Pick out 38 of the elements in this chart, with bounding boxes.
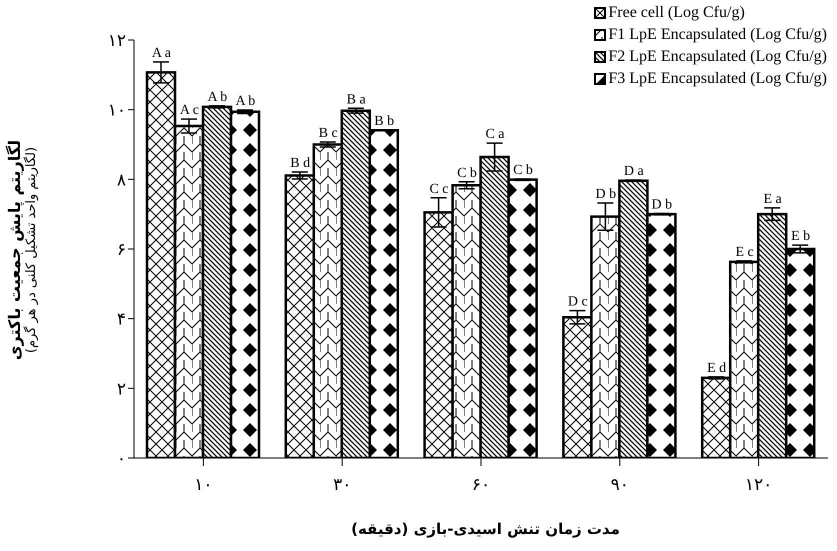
- data-label: D c: [568, 294, 588, 310]
- data-label: B a: [346, 92, 367, 108]
- data-label: A a: [152, 46, 172, 61]
- x-tick-label: ۳۰: [333, 475, 352, 496]
- data-label: E d: [707, 360, 726, 376]
- data-label: D a: [624, 164, 644, 180]
- x-tick-label: ۹۰: [610, 475, 629, 496]
- y-axis-title: لگاریتم پایش جمعیت باکتری (لگاریتم واحد تشکیل کلنی در هر گرم): [5, 140, 39, 360]
- y-tick-label: ۱۰: [108, 100, 126, 121]
- y-tick-label: ۲: [116, 379, 126, 400]
- data-label: A b: [207, 90, 228, 105]
- data-label: A c: [180, 103, 199, 118]
- data-label: B d: [290, 156, 310, 172]
- y-tick-label: ۴: [116, 310, 126, 330]
- data-label: E a: [763, 192, 783, 207]
- legend-label: Free cell (Log Cfu/g): [608, 3, 745, 23]
- data-label: C a: [485, 127, 506, 142]
- y-tick-label: ۸: [116, 170, 126, 190]
- data-label: D b: [595, 187, 616, 202]
- data-label: D b: [651, 197, 672, 212]
- data-label: B c: [318, 126, 338, 142]
- data-label: B b: [374, 114, 394, 130]
- data-label: C b: [513, 162, 533, 178]
- x-tick-label: ۱۰: [194, 475, 213, 496]
- data-label: E b: [791, 229, 810, 244]
- y-tick-label: ۶: [116, 240, 126, 260]
- x-tick-label: ۶۰: [472, 475, 490, 496]
- x-axis-title: مدت زمان تنش اسیدی-بازی (دقیقه): [350, 520, 621, 538]
- y-tick-label: ۱۲: [108, 31, 126, 52]
- legend-label: F1 LpE Encapsulated (Log Cfu/g): [608, 25, 827, 45]
- data-label: A b: [235, 94, 256, 110]
- x-tick-label: ۱۲۰: [744, 475, 772, 496]
- y-tick-label: ۰: [116, 449, 126, 470]
- legend-label: F3 LpE Encapsulated (Log Cfu/g): [608, 69, 827, 89]
- data-label: C c: [429, 182, 449, 197]
- data-label: C b: [457, 166, 477, 181]
- data-label: E c: [735, 244, 754, 260]
- legend-label: F2 LpE Encapsulated (Log Cfu/g): [608, 47, 827, 67]
